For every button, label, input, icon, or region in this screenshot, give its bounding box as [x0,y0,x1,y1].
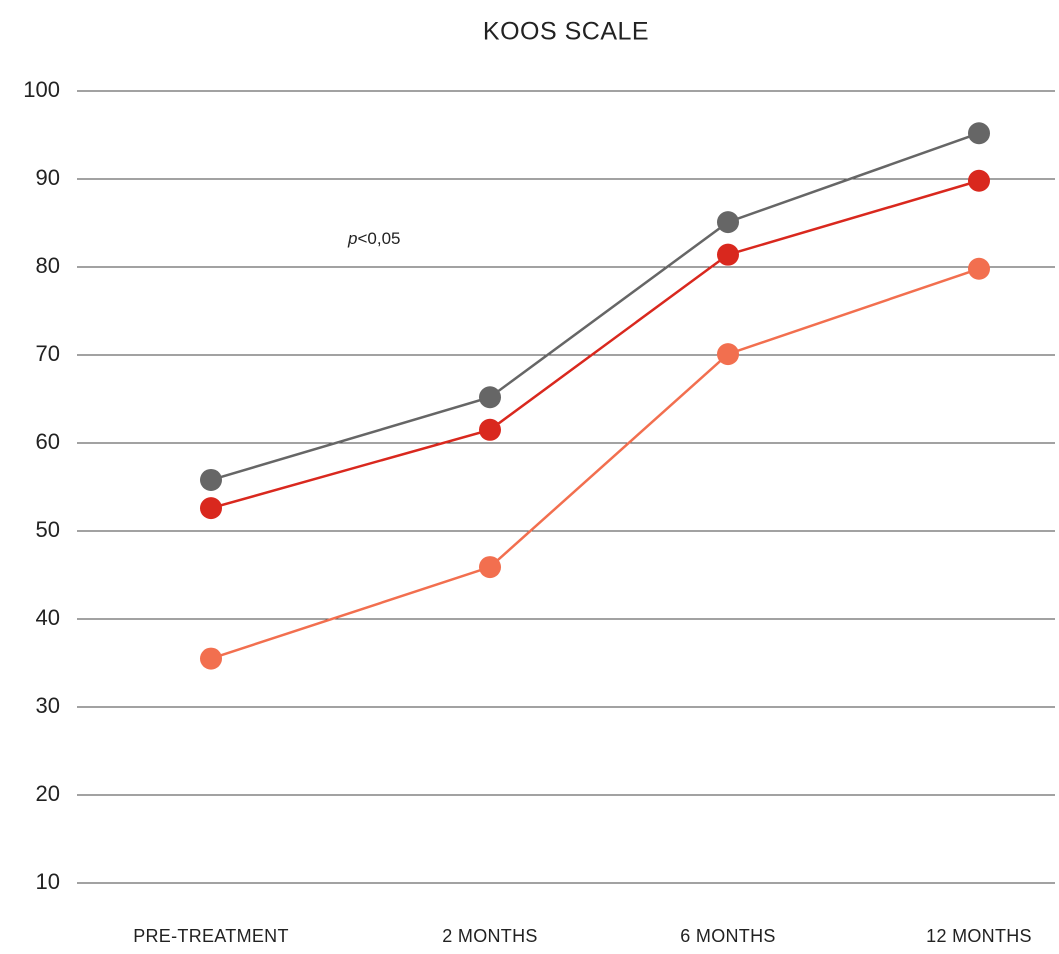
y-tick-label: 80 [36,253,60,278]
point [479,386,501,409]
series-line [210,132,980,482]
series-line [210,267,980,660]
x-tick-label: 6 MONTHS [680,926,775,946]
point [479,418,501,441]
point [479,556,501,579]
point [200,468,222,491]
y-tick-label: 40 [36,605,60,630]
x-tick-label: PRE-TREATMENT [133,926,289,946]
y-tick-label: 50 [36,517,60,542]
annotation-text: <0,05 [357,229,400,248]
point [717,243,739,266]
point [717,211,739,234]
annotation: p<0,05 [347,229,400,248]
y-tick-label: 70 [36,341,60,366]
y-tick-label: 100 [23,77,60,102]
y-tick-label: 60 [36,429,60,454]
point [968,122,990,145]
series-line [210,179,980,510]
x-tick-label: 2 MONTHS [442,926,537,946]
point [200,647,222,670]
chart-title: KOOS SCALE [483,18,649,46]
point [717,343,739,366]
y-tick-label: 30 [36,693,60,718]
annotation-italic: p [347,229,357,248]
point [968,169,990,192]
y-tick-label: 90 [36,165,60,190]
x-tick-label: 12 MONTHS [926,926,1032,946]
point [968,257,990,280]
point [200,497,222,520]
y-tick-label: 20 [36,781,60,806]
y-tick-label: 10 [36,869,60,894]
